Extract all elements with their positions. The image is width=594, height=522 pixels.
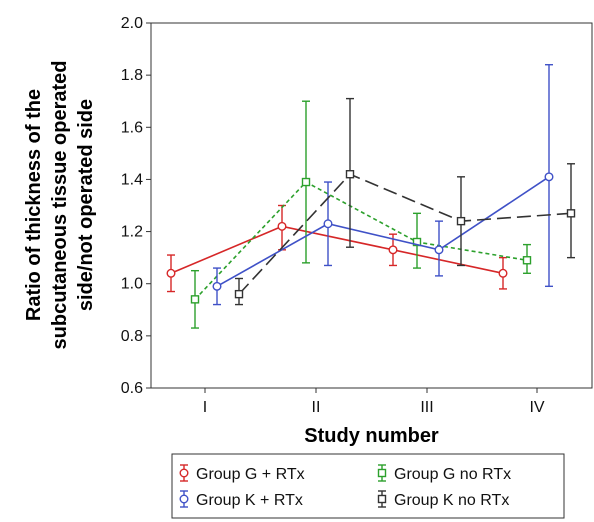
legend-marker — [377, 494, 387, 504]
legend-label: Group G no RTx — [394, 466, 511, 483]
y-tick-label: 2.0 — [121, 15, 143, 32]
y-tick-label: 1.4 — [121, 171, 143, 188]
data-point — [234, 289, 244, 299]
x-tick-label: III — [420, 399, 433, 416]
data-point — [434, 245, 444, 255]
data-point — [544, 172, 554, 182]
legend-label: Group K + RTx — [196, 492, 303, 509]
series-layer — [166, 64, 576, 329]
legend-item: Group K no RTx — [377, 490, 509, 509]
legend-marker — [179, 494, 189, 504]
y-axis-title-line: Ratio of thickness of the — [23, 89, 45, 321]
plot-area — [150, 22, 593, 389]
series-line — [194, 181, 528, 300]
series-2 — [212, 64, 554, 306]
y-tick-label: 0.6 — [121, 380, 143, 397]
y-tick-label: 1.8 — [121, 67, 143, 84]
series-line — [216, 176, 550, 288]
y-axis-title-line: subcutaneous tissue operated — [49, 61, 71, 350]
data-point — [412, 237, 422, 247]
data-point — [388, 245, 398, 255]
series-line — [238, 173, 572, 295]
data-point — [277, 221, 287, 231]
data-point — [323, 219, 333, 229]
series-line — [170, 225, 504, 275]
y-tick-label: 1.6 — [121, 119, 143, 136]
legend-item: Group G + RTx — [179, 464, 305, 483]
data-point — [522, 256, 532, 265]
data-point — [456, 216, 466, 226]
legend-label: Group G + RTx — [196, 466, 305, 483]
y-axis-title: Ratio of thickness of the subcutaneous ti… — [23, 61, 97, 350]
x-tick-label: I — [203, 399, 207, 416]
legend-marker — [179, 468, 189, 478]
data-point — [566, 209, 576, 218]
data-point — [190, 295, 200, 304]
plot-frame — [150, 22, 593, 389]
y-tick-label: 1.2 — [121, 224, 143, 241]
legend-box — [171, 453, 565, 519]
y-tick-label: 1.0 — [121, 276, 143, 293]
x-axis-title: Study number — [304, 425, 439, 447]
x-axis-ticks: I II III IV — [203, 388, 545, 416]
data-point — [498, 268, 508, 278]
x-tick-label: II — [312, 399, 321, 416]
data-point — [166, 268, 176, 278]
y-axis-title-line: side/not operated side — [75, 99, 97, 311]
y-axis-ticks: 0.6 0.8 1.0 1.2 1.4 1.6 1.8 2.0 — [121, 15, 151, 397]
series-0 — [166, 204, 508, 293]
series-3 — [234, 97, 576, 306]
legend-item: Group G no RTx — [377, 464, 511, 483]
y-tick-label: 0.8 — [121, 328, 143, 345]
legend-marker — [377, 468, 387, 478]
legend-item: Group K + RTx — [179, 490, 303, 509]
legend: Group G + RTx Group G no RTx Group K + RTx… — [171, 453, 565, 519]
legend-label: Group K no RTx — [394, 492, 509, 509]
data-point — [345, 170, 355, 179]
data-point — [212, 281, 222, 291]
x-tick-label: IV — [529, 399, 544, 416]
data-point — [301, 177, 311, 187]
